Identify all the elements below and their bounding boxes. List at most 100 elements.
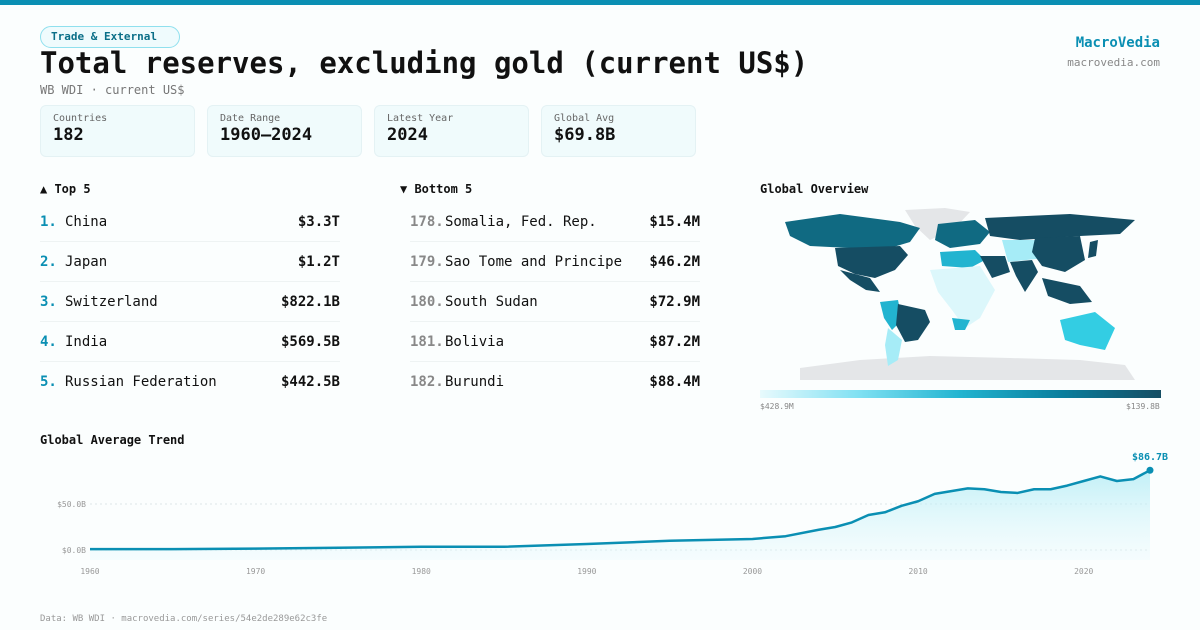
country-value: $46.2M <box>649 253 700 270</box>
stat-label: Global Avg <box>554 113 615 124</box>
stat-value: 2024 <box>387 125 428 145</box>
rank: 179. <box>410 253 444 270</box>
x-tick-label: 2010 <box>908 567 927 576</box>
page-subtitle: WB WDI · current US$ <box>40 83 185 97</box>
list-item[interactable]: 4. India $569.5B <box>40 322 340 362</box>
country-name: Japan <box>65 253 108 270</box>
map-china[interactable] <box>1032 236 1085 272</box>
top-accent-bar <box>0 0 1200 5</box>
x-tick-label: 1990 <box>577 567 596 576</box>
rank: 180. <box>410 293 444 310</box>
top5-list: 1. China $3.3T 2. Japan $1.2T 3. Switzerland $82… <box>40 202 340 402</box>
bottom5-list: 178. Somalia, Fed. Rep. $15.4M 179. Sao Tome… <box>410 202 700 402</box>
stat-value: 182 <box>53 125 84 145</box>
y-tick-label: $0.0B <box>62 546 86 555</box>
data-point <box>1146 466 1154 474</box>
list-item[interactable]: 3. Switzerland $822.1B <box>40 282 340 322</box>
country-name: Russian Federation <box>65 374 217 390</box>
country-name: Sao Tome and Principe <box>445 253 623 270</box>
country-value: $3.3T <box>297 213 340 230</box>
country-name: South Sudan <box>445 293 538 310</box>
map-antarctica <box>800 356 1135 380</box>
legend-min-label: $428.9M <box>760 402 794 411</box>
rank: 181. <box>410 333 444 350</box>
map-mexico[interactable] <box>840 270 880 292</box>
country-value: $72.9M <box>649 293 700 310</box>
bottom5-heading: ▼ Bottom 5 <box>400 182 473 196</box>
map-brazil[interactable] <box>896 304 930 342</box>
country-name: Burundi <box>445 374 505 390</box>
map-canada[interactable] <box>785 214 920 248</box>
map-japan[interactable] <box>1088 240 1098 258</box>
map-australia[interactable] <box>1060 312 1115 350</box>
x-tick-label: 2020 <box>1074 567 1093 576</box>
y-tick-label: $50.0B <box>57 500 86 509</box>
map-color-legend <box>760 390 1161 398</box>
map-india[interactable] <box>1010 260 1038 292</box>
stat-label: Latest Year <box>387 113 454 124</box>
legend-max-label: $139.8B <box>1126 402 1160 411</box>
x-tick-label: 1970 <box>246 567 265 576</box>
country-name: Switzerland <box>65 293 158 310</box>
footer-source: Data: WB WDI · macrovedia.com/series/54e… <box>40 614 328 624</box>
map-russia[interactable] <box>985 214 1135 240</box>
list-item[interactable]: 178. Somalia, Fed. Rep. $15.4M <box>410 202 700 242</box>
map-north-africa[interactable] <box>940 250 985 268</box>
map-middle-east[interactable] <box>980 256 1010 278</box>
map-argentina[interactable] <box>885 328 902 366</box>
rank: 178. <box>410 213 444 230</box>
rank: 182. <box>410 374 444 390</box>
country-value: $88.4M <box>649 374 700 390</box>
list-item[interactable]: 181. Bolivia $87.2M <box>410 322 700 362</box>
x-tick-label: 1980 <box>412 567 431 576</box>
list-item[interactable]: 1. China $3.3T <box>40 202 340 242</box>
map-greenland <box>905 208 970 240</box>
country-value: $87.2M <box>649 333 700 350</box>
rank: 2. <box>40 253 57 270</box>
rank: 3. <box>40 293 57 310</box>
country-name: India <box>65 333 108 350</box>
country-value: $15.4M <box>649 213 700 230</box>
category-tag[interactable]: Trade & External <box>40 26 180 48</box>
rank: 1. <box>40 213 57 230</box>
chart-title: Global Average Trend <box>40 433 185 447</box>
list-item[interactable]: 180. South Sudan $72.9M <box>410 282 700 322</box>
list-item[interactable]: 5. Russian Federation $442.5B <box>40 362 340 402</box>
series-line <box>90 469 1151 551</box>
stats-row: Countries 182 Date Range 1960–2024 Latest … <box>40 105 696 157</box>
country-value: $569.5B <box>280 333 340 350</box>
stat-value: 1960–2024 <box>220 125 313 145</box>
list-item[interactable]: 182. Burundi $88.4M <box>410 362 700 402</box>
end-value-label: $86.7B <box>1132 452 1168 463</box>
rank: 4. <box>40 333 57 350</box>
country-value: $442.5B <box>280 374 340 390</box>
stat-countries: Countries 182 <box>40 105 195 157</box>
country-name: Somalia, Fed. Rep. <box>445 213 597 230</box>
list-item[interactable]: 2. Japan $1.2T <box>40 242 340 282</box>
map-usa[interactable] <box>835 246 908 278</box>
stat-latest-year: Latest Year 2024 <box>374 105 529 157</box>
stat-date-range: Date Range 1960–2024 <box>207 105 362 157</box>
world-choropleth-map[interactable] <box>780 200 1142 385</box>
brand-url[interactable]: macrovedia.com <box>1067 56 1160 69</box>
stat-label: Countries <box>53 113 108 124</box>
trend-chart[interactable]: $0.0B $50.0B 1960 1970 1980 1990 2000 2010 2020 $… <box>0 440 1200 580</box>
x-tick-label: 2000 <box>743 567 762 576</box>
country-value: $822.1B <box>280 293 340 310</box>
area-fill <box>90 470 1150 560</box>
brand-logo[interactable]: MacroVedia <box>1075 35 1160 51</box>
map-southeast-asia[interactable] <box>1042 278 1092 304</box>
stat-value: $69.8B <box>554 125 616 145</box>
country-name: China <box>65 213 108 230</box>
rank: 5. <box>40 374 57 390</box>
country-name: Bolivia <box>445 333 505 350</box>
page-title: Total reserves, excluding gold (current … <box>40 46 809 80</box>
x-tick-label: 1960 <box>80 567 99 576</box>
country-value: $1.2T <box>297 253 340 270</box>
top5-heading: ▲ Top 5 <box>40 182 91 196</box>
map-heading: Global Overview <box>760 182 869 196</box>
map-africa[interactable] <box>930 266 995 328</box>
map-south-africa[interactable] <box>952 318 970 330</box>
list-item[interactable]: 179. Sao Tome and Principe $46.2M <box>410 242 700 282</box>
map-europe[interactable] <box>935 220 990 248</box>
